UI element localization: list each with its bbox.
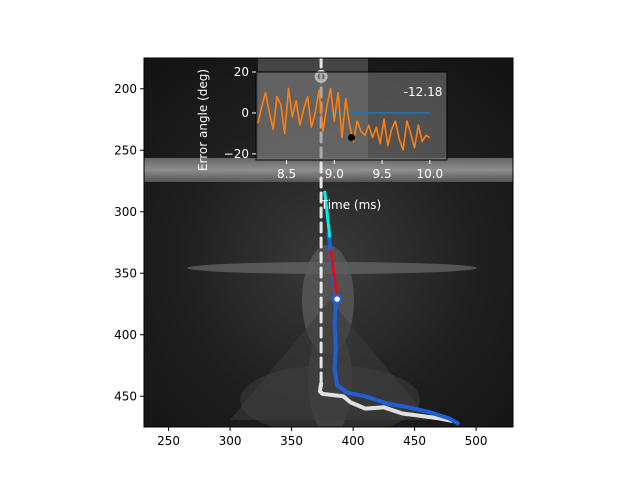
- main-x-tick-label: 500: [465, 434, 488, 448]
- series-segment-red: [329, 249, 339, 301]
- inset-x-axis-label: Time (ms): [320, 198, 382, 212]
- inset-x-tick-label: 9.5: [373, 167, 392, 181]
- main-x-tick-label: 300: [219, 434, 242, 448]
- series-segment-cyan: [323, 190, 332, 238]
- inset-y-axis-label: Error angle (deg): [196, 69, 210, 171]
- inset-x-tick-label: 8.5: [277, 167, 296, 181]
- inset-annotation: -12.18: [404, 85, 443, 99]
- inset-series-error-angle: [257, 87, 431, 151]
- main-y-tick-label: 200: [114, 82, 137, 96]
- series-track-white: [317, 381, 454, 423]
- main-x-tick-label: 450: [403, 434, 426, 448]
- marker-tip-marker: [331, 293, 343, 305]
- main-y-tick-label: 450: [114, 389, 137, 403]
- main-x-tick-label: 350: [280, 434, 303, 448]
- inset-marker-current-point: [348, 133, 355, 141]
- series-track-blue: [326, 231, 460, 426]
- main-y-tick-label: 250: [114, 143, 137, 157]
- main-x-tick-label: 250: [157, 434, 180, 448]
- inset-x-tick-label: 9.0: [325, 167, 344, 181]
- main-y-tick-label: 400: [114, 328, 137, 342]
- inset-y-tick-label: −20: [224, 147, 249, 161]
- main-axes-frame: [143, 57, 514, 428]
- main-y-tick-label: 300: [114, 205, 137, 219]
- inset-x-tick-label: 10.0: [416, 167, 443, 181]
- main-x-tick-label: 400: [342, 434, 365, 448]
- main-y-tick-label: 350: [114, 266, 137, 280]
- inset-y-tick-label: 20: [234, 65, 249, 79]
- inset-frame: [255, 71, 448, 161]
- error-angle-inset: 8.5 9.0 9.5 10.0 20 0 −20 -12.18 Time (ms) Err…: [196, 65, 448, 212]
- inset-y-tick-label: 0: [241, 106, 249, 120]
